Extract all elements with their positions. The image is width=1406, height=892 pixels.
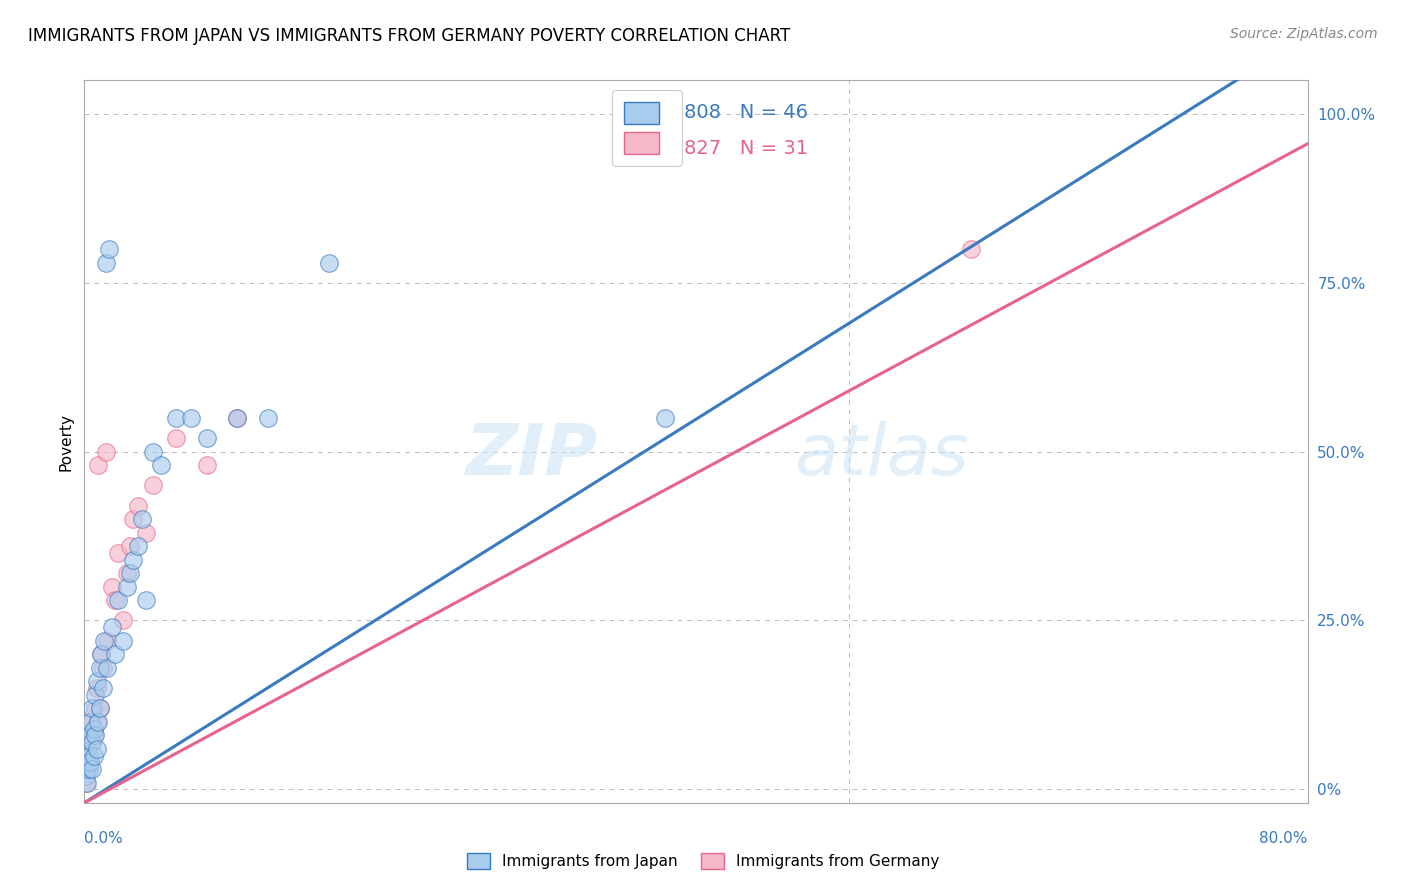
Point bbox=[76, 775, 98, 789]
Point bbox=[226, 411, 249, 425]
Point bbox=[131, 512, 153, 526]
Point bbox=[76, 762, 98, 776]
Point bbox=[87, 714, 110, 729]
Point bbox=[86, 714, 108, 729]
Text: R = 0.827   N = 31: R = 0.827 N = 31 bbox=[623, 139, 808, 159]
Point bbox=[80, 762, 103, 776]
Point bbox=[107, 546, 129, 560]
Point bbox=[76, 741, 98, 756]
Point bbox=[79, 756, 101, 770]
Point bbox=[79, 714, 101, 729]
Point bbox=[142, 478, 165, 492]
Point bbox=[75, 775, 97, 789]
Point bbox=[115, 566, 138, 581]
Point bbox=[122, 512, 145, 526]
Point bbox=[127, 539, 149, 553]
Point bbox=[96, 661, 118, 675]
Point bbox=[76, 741, 98, 756]
Point bbox=[93, 633, 115, 648]
Point bbox=[318, 255, 340, 269]
Text: IMMIGRANTS FROM JAPAN VS IMMIGRANTS FROM GERMANY POVERTY CORRELATION CHART: IMMIGRANTS FROM JAPAN VS IMMIGRANTS FROM… bbox=[28, 27, 790, 45]
Point bbox=[120, 539, 142, 553]
Point bbox=[195, 431, 218, 445]
Point bbox=[127, 499, 149, 513]
Point bbox=[96, 633, 118, 648]
Point bbox=[115, 580, 138, 594]
Point bbox=[94, 444, 117, 458]
Point bbox=[257, 411, 280, 425]
Point bbox=[89, 661, 111, 675]
Point bbox=[122, 552, 145, 566]
Point bbox=[180, 411, 202, 425]
Point bbox=[101, 580, 124, 594]
Point bbox=[94, 255, 117, 269]
Point bbox=[90, 647, 112, 661]
Text: ZIP: ZIP bbox=[465, 422, 598, 491]
Point bbox=[90, 647, 112, 661]
Legend: Immigrants from Japan, Immigrants from Germany: Immigrants from Japan, Immigrants from G… bbox=[461, 847, 945, 875]
Point bbox=[75, 756, 97, 770]
Point bbox=[226, 411, 249, 425]
Point bbox=[142, 444, 165, 458]
Point bbox=[107, 593, 129, 607]
Point bbox=[149, 458, 172, 472]
Point bbox=[77, 748, 100, 763]
Point bbox=[91, 661, 114, 675]
Text: Source: ZipAtlas.com: Source: ZipAtlas.com bbox=[1230, 27, 1378, 41]
Point bbox=[83, 722, 105, 736]
Point bbox=[89, 701, 111, 715]
Point bbox=[80, 735, 103, 749]
Legend: , : , bbox=[612, 90, 682, 166]
Point bbox=[104, 593, 127, 607]
Point bbox=[86, 741, 108, 756]
Point bbox=[195, 458, 218, 472]
Point bbox=[120, 566, 142, 581]
Point bbox=[165, 411, 187, 425]
Point bbox=[79, 756, 101, 770]
Point bbox=[86, 681, 108, 695]
Point bbox=[97, 242, 120, 256]
Text: 80.0%: 80.0% bbox=[1260, 830, 1308, 846]
Point bbox=[101, 620, 124, 634]
Point bbox=[77, 728, 100, 742]
Point bbox=[80, 714, 103, 729]
Point bbox=[80, 701, 103, 715]
Point bbox=[86, 674, 108, 689]
Point bbox=[77, 762, 100, 776]
Point bbox=[77, 748, 100, 763]
Point bbox=[104, 647, 127, 661]
Point bbox=[135, 525, 157, 540]
Point bbox=[80, 735, 103, 749]
Point bbox=[83, 728, 105, 742]
Point bbox=[654, 411, 676, 425]
Point bbox=[960, 242, 983, 256]
Point bbox=[165, 431, 187, 445]
Text: atlas: atlas bbox=[794, 422, 969, 491]
Point bbox=[84, 701, 107, 715]
Point bbox=[83, 748, 105, 763]
Point bbox=[111, 614, 134, 628]
Point bbox=[89, 701, 111, 715]
Point bbox=[111, 633, 134, 648]
Y-axis label: Poverty: Poverty bbox=[58, 412, 73, 471]
Text: 0.0%: 0.0% bbox=[84, 830, 124, 846]
Point bbox=[135, 593, 157, 607]
Point bbox=[84, 728, 107, 742]
Point bbox=[75, 769, 97, 783]
Point bbox=[87, 458, 110, 472]
Text: R = 0.808   N = 46: R = 0.808 N = 46 bbox=[623, 103, 808, 121]
Point bbox=[91, 681, 114, 695]
Point bbox=[84, 688, 107, 702]
